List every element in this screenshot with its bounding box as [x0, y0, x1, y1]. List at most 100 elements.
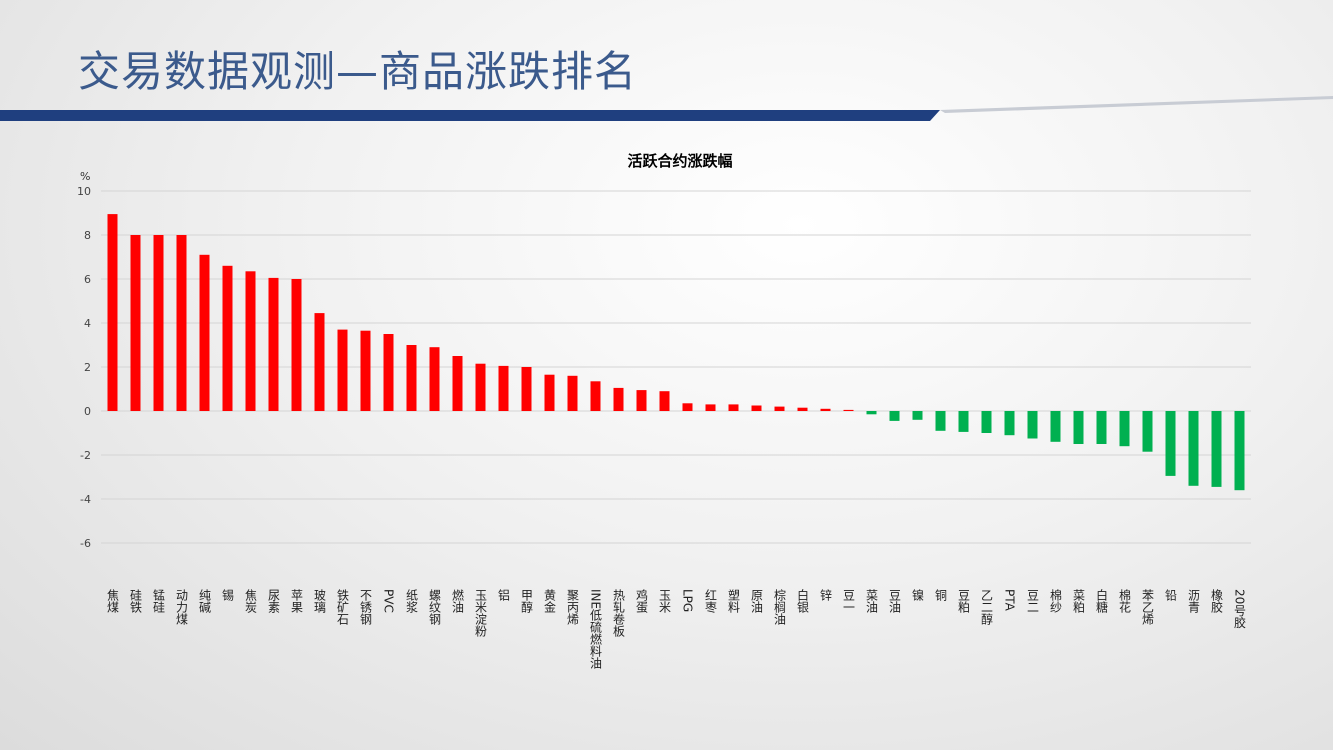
bar	[360, 330, 371, 411]
x-tick-label: 锡	[220, 589, 235, 601]
x-tick-label: 焦炭	[243, 589, 258, 613]
bar	[245, 271, 256, 411]
x-tick-label: 硅铁	[128, 589, 143, 613]
x-tick-label: 豆二	[1025, 589, 1040, 613]
bar	[866, 411, 877, 415]
x-tick-label: 黄金	[542, 589, 557, 613]
bar	[452, 356, 463, 411]
bar	[268, 277, 279, 411]
bar	[958, 411, 969, 432]
y-tick-label: 6	[84, 273, 91, 286]
x-tick-label: 塑料	[726, 589, 741, 613]
bar	[1234, 411, 1245, 491]
bar	[176, 235, 187, 411]
bar	[1165, 411, 1176, 476]
bar	[383, 334, 394, 411]
bar	[889, 411, 900, 421]
x-tick-label: 镍	[910, 589, 925, 601]
x-tick-label: 棕榈油	[772, 589, 787, 625]
x-tick-label: PTA	[1002, 589, 1017, 611]
x-tick-label: 不锈钢	[358, 589, 373, 625]
x-tick-label: 20号胶	[1232, 589, 1247, 629]
x-tick-label: 热轧卷板	[611, 589, 626, 637]
bar	[1050, 411, 1061, 442]
bar	[912, 411, 923, 420]
x-tick-label: 纯碱	[197, 589, 212, 613]
x-tick-label: 铁矿石	[335, 589, 350, 625]
x-tick-label: INE低硫燃料油	[588, 589, 603, 670]
bar	[567, 375, 578, 411]
x-tick-label: 甲醇	[519, 589, 534, 613]
header-band	[0, 110, 940, 121]
x-tick-label: 玻璃	[312, 589, 327, 613]
x-tick-label: 锰硅	[151, 589, 166, 613]
bar	[636, 390, 647, 411]
bar	[222, 265, 233, 411]
bar	[337, 329, 348, 411]
bar	[590, 381, 601, 411]
bar	[1188, 411, 1199, 486]
x-tick-label: 焦煤	[105, 589, 120, 613]
bar	[728, 404, 739, 411]
bar	[935, 411, 946, 431]
x-tick-label: 铅	[1163, 589, 1178, 601]
x-tick-label: 铝	[496, 589, 511, 601]
bar	[498, 365, 509, 411]
x-tick-label: 尿素	[266, 589, 281, 613]
x-tick-label: 白银	[795, 589, 810, 613]
bar	[153, 235, 164, 411]
x-tick-label: 乙二醇	[979, 589, 994, 625]
y-tick-label: 4	[84, 317, 91, 330]
x-tick-label: 玉米淀粉	[473, 589, 488, 637]
x-tick-label: 白糖	[1094, 589, 1109, 613]
bar	[1027, 411, 1038, 439]
x-tick-label: 原油	[749, 589, 764, 613]
bar	[199, 254, 210, 411]
chart-title: 活跃合约涨跌幅	[627, 152, 732, 170]
x-tick-label: 橡胶	[1209, 589, 1224, 613]
bar	[314, 313, 325, 411]
x-tick-label: 红枣	[703, 589, 718, 613]
bar	[291, 279, 302, 411]
y-tick-label: 10	[77, 185, 91, 198]
y-axis-label: %	[80, 170, 90, 183]
x-tick-label: 聚丙烯	[565, 589, 580, 625]
bar	[705, 404, 716, 411]
x-tick-label: 纸浆	[404, 589, 419, 613]
x-tick-label: 菜粕	[1071, 589, 1086, 613]
x-tick-label: 苹果	[289, 589, 304, 613]
bar	[774, 406, 785, 411]
bar	[820, 408, 831, 411]
y-tick-label: -6	[80, 537, 91, 550]
slide-title: 交易数据观测—商品涨跌排名	[78, 47, 638, 96]
bar	[107, 214, 118, 411]
x-tick-label: 锌	[818, 589, 833, 601]
x-tick-label: 燃油	[450, 589, 465, 613]
y-tick-label: -2	[80, 449, 91, 462]
x-tick-label: 豆粕	[956, 589, 971, 613]
x-tick-label: 螺纹钢	[427, 589, 442, 625]
x-tick-label: 玉米	[657, 589, 672, 613]
y-tick-label: 8	[84, 229, 91, 242]
bar	[475, 363, 486, 411]
bar	[843, 409, 854, 411]
x-tick-label: 棉纱	[1048, 589, 1063, 613]
x-tick-label: 棉花	[1117, 589, 1132, 613]
x-tick-label: 豆一	[841, 589, 856, 613]
x-tick-label: 鸡蛋	[634, 589, 649, 613]
bar	[1142, 411, 1153, 452]
x-tick-label: LPG	[680, 589, 695, 613]
bar	[429, 347, 440, 411]
bar	[544, 374, 555, 411]
bar	[613, 387, 624, 411]
bar	[659, 391, 670, 411]
x-tick-label: 沥青	[1186, 589, 1201, 613]
y-tick-label: 0	[84, 405, 91, 418]
bar	[1073, 411, 1084, 444]
header-band-tail	[940, 96, 1333, 113]
bar	[1096, 411, 1107, 444]
bar	[1119, 411, 1130, 447]
y-tick-label: -4	[80, 493, 91, 506]
